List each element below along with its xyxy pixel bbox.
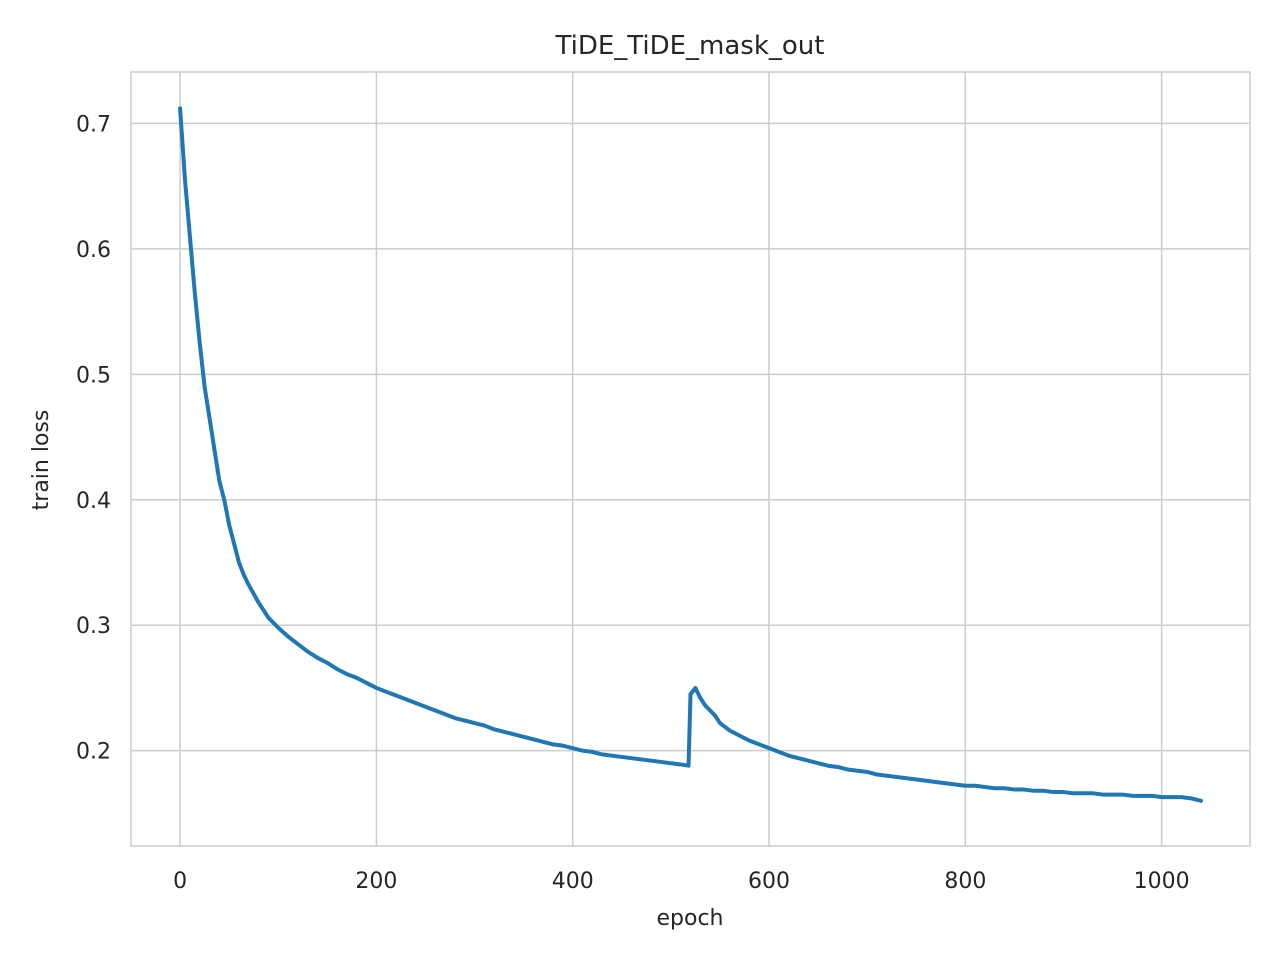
- series-layer: [178, 106, 1203, 803]
- grid: [131, 72, 1250, 846]
- x-tick-label: 600: [748, 869, 790, 894]
- y-tick-label: 0.4: [76, 489, 111, 514]
- y-tick-label: 0.3: [76, 614, 111, 639]
- tick-labels: 0 200 400 600 800 1000 0.2 0.3 0.4 0.5 0.6 0.7: [76, 112, 1190, 894]
- plot-frame: [130, 71, 1251, 847]
- x-tick-label: 400: [552, 869, 594, 894]
- chart-title: TiDE_TiDE_mask_out: [555, 31, 825, 61]
- y-tick-label: 0.6: [76, 238, 111, 263]
- x-axis-label: epoch: [657, 906, 724, 931]
- y-tick-label: 0.2: [76, 740, 111, 765]
- x-tick-label: 0: [173, 869, 187, 894]
- x-tick-label: 800: [944, 869, 986, 894]
- y-tick-label: 0.5: [76, 363, 111, 388]
- x-tick-label: 1000: [1134, 869, 1190, 894]
- x-tick-label: 200: [355, 869, 397, 894]
- y-axis-label: train loss: [29, 410, 54, 511]
- y-tick-label: 0.7: [76, 112, 111, 137]
- series-line-train-loss: [178, 106, 1203, 803]
